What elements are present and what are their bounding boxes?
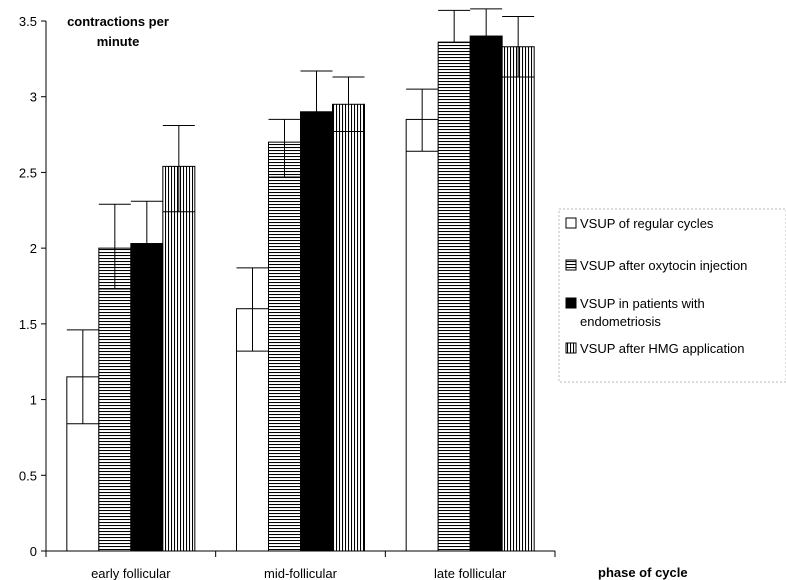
bar [332, 103, 365, 552]
y-tick-label: 3.5 [19, 14, 37, 29]
legend-label: VSUP after oxytocin injection [580, 258, 747, 273]
error-bars [66, 8, 535, 425]
bars [66, 35, 535, 552]
legend-label: endometriosis [580, 314, 661, 329]
legend-label: VSUP of regular cycles [580, 216, 714, 231]
x-tick-label: late follicular [434, 566, 507, 580]
y-tick-label: 1.5 [19, 317, 37, 332]
legend-label: VSUP after HMG application [580, 341, 745, 356]
y-tick-label: 2.5 [19, 165, 37, 180]
bar [405, 118, 439, 552]
bar [300, 111, 333, 552]
legend-frame [558, 208, 786, 383]
y-tick-label: 2 [30, 241, 37, 256]
legend-label: VSUP in patients with [580, 296, 705, 311]
y-axis-title-line1: contractions per [67, 14, 169, 29]
legend: VSUP of regular cycles VSUP after oxytoci… [558, 208, 786, 383]
x-axis-title: phase of cycle [598, 565, 688, 580]
legend-swatch [565, 342, 577, 354]
legend-swatch [565, 259, 577, 271]
y-axis: 0 0.5 1 1.5 2 2.5 3 3.5 [19, 14, 47, 559]
bar [501, 46, 535, 552]
y-tick-label: 0.5 [19, 468, 37, 483]
bar [268, 141, 301, 552]
y-tick-label: 0 [30, 544, 37, 559]
legend-swatch [565, 217, 577, 229]
y-tick-label: 1 [30, 393, 37, 408]
bar [469, 35, 503, 552]
x-axis: early follicular mid-follicular late folli… [45, 550, 556, 580]
bar [98, 247, 132, 552]
bar [130, 243, 164, 552]
bar [162, 165, 196, 552]
legend-swatch [565, 297, 577, 309]
bar [437, 41, 471, 552]
x-tick-label: mid-follicular [264, 566, 338, 580]
x-tick-label: early follicular [91, 566, 171, 580]
y-tick-label: 3 [30, 90, 37, 105]
y-axis-title-line2: minute [97, 34, 140, 49]
